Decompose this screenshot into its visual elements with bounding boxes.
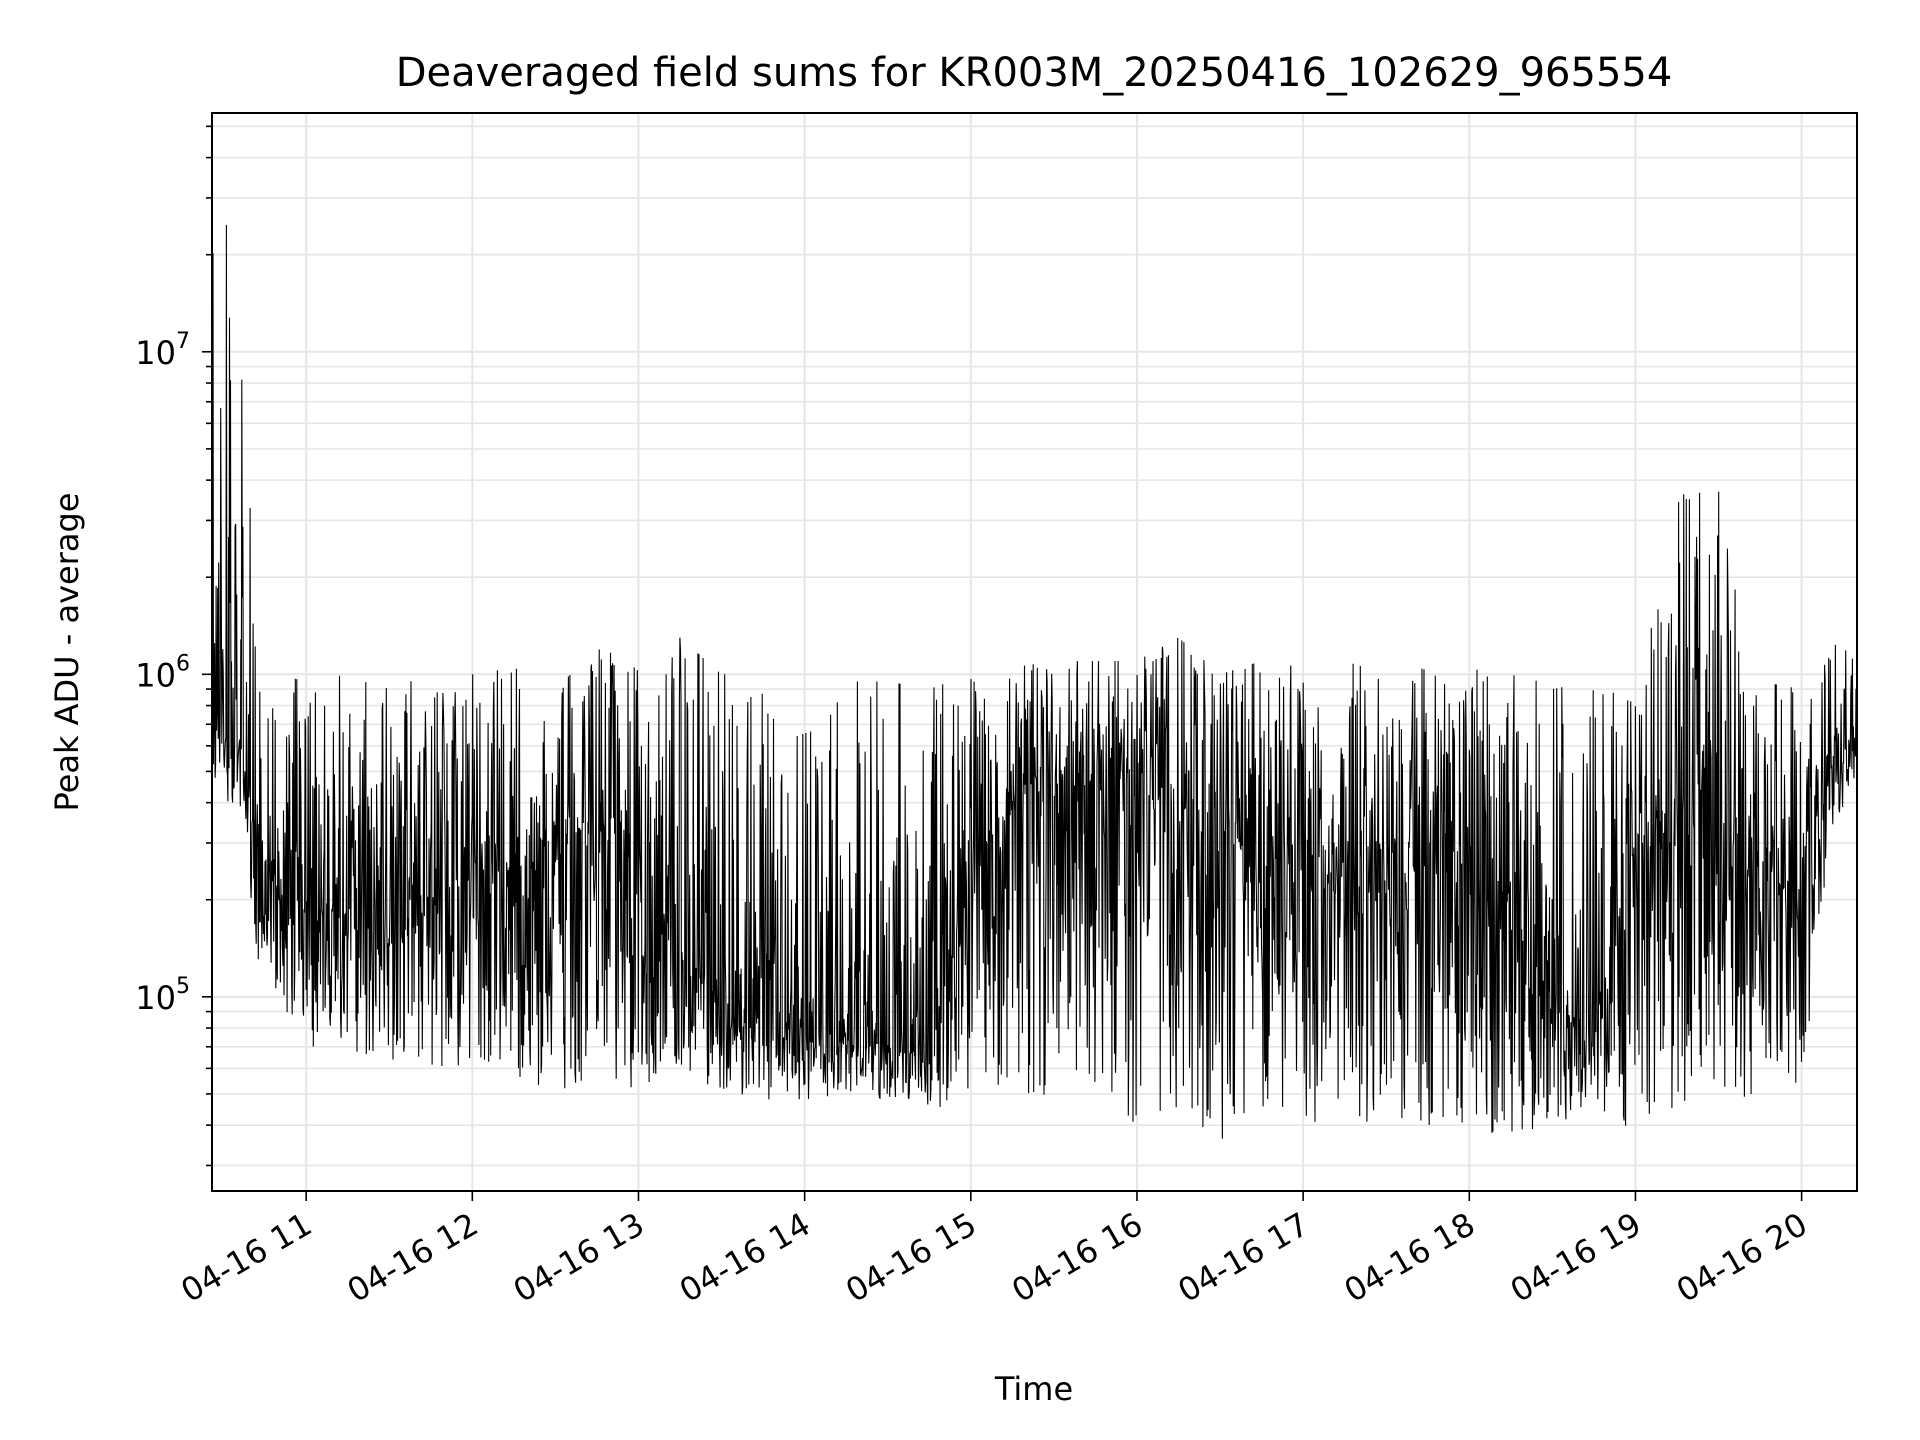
chart-title: Deaveraged field sums for KR003M_2025041… [396,50,1673,96]
plot-frame [211,112,1858,1192]
x-axis-label: Time [994,1370,1073,1408]
y-tick-label: 105 [135,974,190,1017]
data-layer [211,224,1858,1139]
series-line [211,224,1858,1139]
y-axis-label: Peak ADU - average [48,493,86,812]
y-axis: 105 106 107 [135,125,212,1167]
y-tick-label: 106 [135,651,190,694]
y-tick-label: 107 [135,329,190,372]
